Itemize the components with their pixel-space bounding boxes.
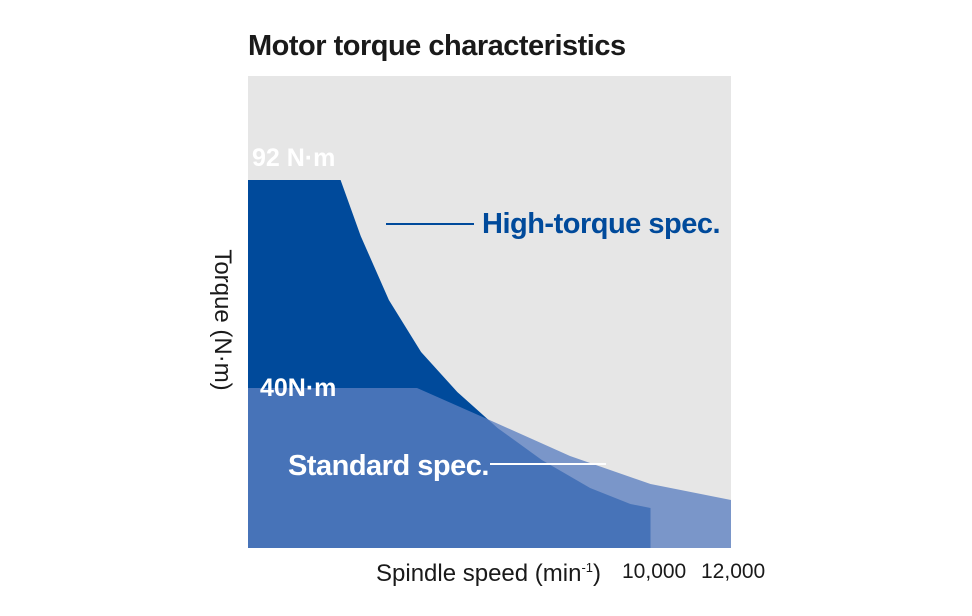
y-axis-label: Torque (N·m) xyxy=(209,249,236,391)
x-axis-label-text: Spindle speed (min xyxy=(376,560,582,587)
x-axis-label-superscript: -1 xyxy=(581,560,594,575)
legend-leader-lines xyxy=(386,223,606,465)
x-tick-label-10000: 10,000 xyxy=(622,560,687,583)
standard-peak-label: 40N·m xyxy=(260,374,337,402)
high-torque-peak-label: 92 N·m xyxy=(252,144,336,172)
series-areas xyxy=(248,180,731,548)
standard-legend-label: Standard spec. xyxy=(288,450,489,482)
high-torque-legend-label: High-torque spec. xyxy=(482,208,721,240)
chart-title: Motor torque characteristics xyxy=(248,30,626,62)
x-axis-label-close: ) xyxy=(593,560,602,587)
series-area-1 xyxy=(248,388,731,548)
x-axis-label: Spindle speed (min-1) xyxy=(376,560,601,588)
x-tick-label-12000: 12,000 xyxy=(701,560,766,583)
